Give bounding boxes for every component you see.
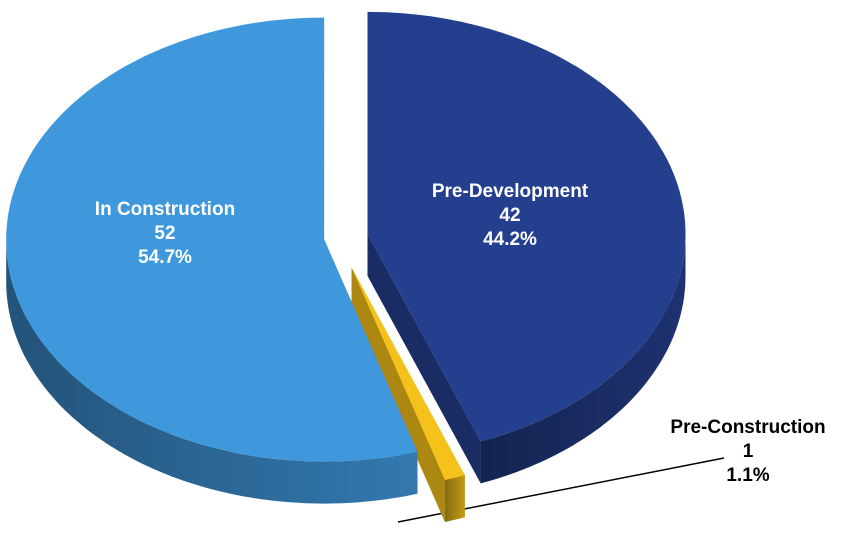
- slice-value: 52: [154, 223, 175, 244]
- slice: [351, 267, 465, 523]
- slice-side: [6, 239, 418, 504]
- slice-value: 1: [743, 441, 754, 462]
- slice-percent: 54.7%: [138, 247, 192, 268]
- slice-wall: [367, 233, 481, 484]
- slice-side: [480, 233, 686, 484]
- slice: [367, 11, 686, 484]
- slice-percent: 1.1%: [726, 465, 769, 486]
- slice: [6, 17, 418, 504]
- slice-label: In Construction: [95, 199, 235, 220]
- slice-top: [367, 11, 686, 442]
- slice-label: Pre-Construction: [670, 417, 825, 438]
- slice-top: [6, 17, 418, 462]
- slice-wall: [351, 267, 445, 523]
- slice-label: Pre-Development: [432, 181, 589, 202]
- slice-value: 42: [499, 205, 520, 226]
- slice-side: [444, 475, 465, 522]
- slice-top: [351, 267, 465, 480]
- slice-percent: 44.2%: [483, 229, 537, 250]
